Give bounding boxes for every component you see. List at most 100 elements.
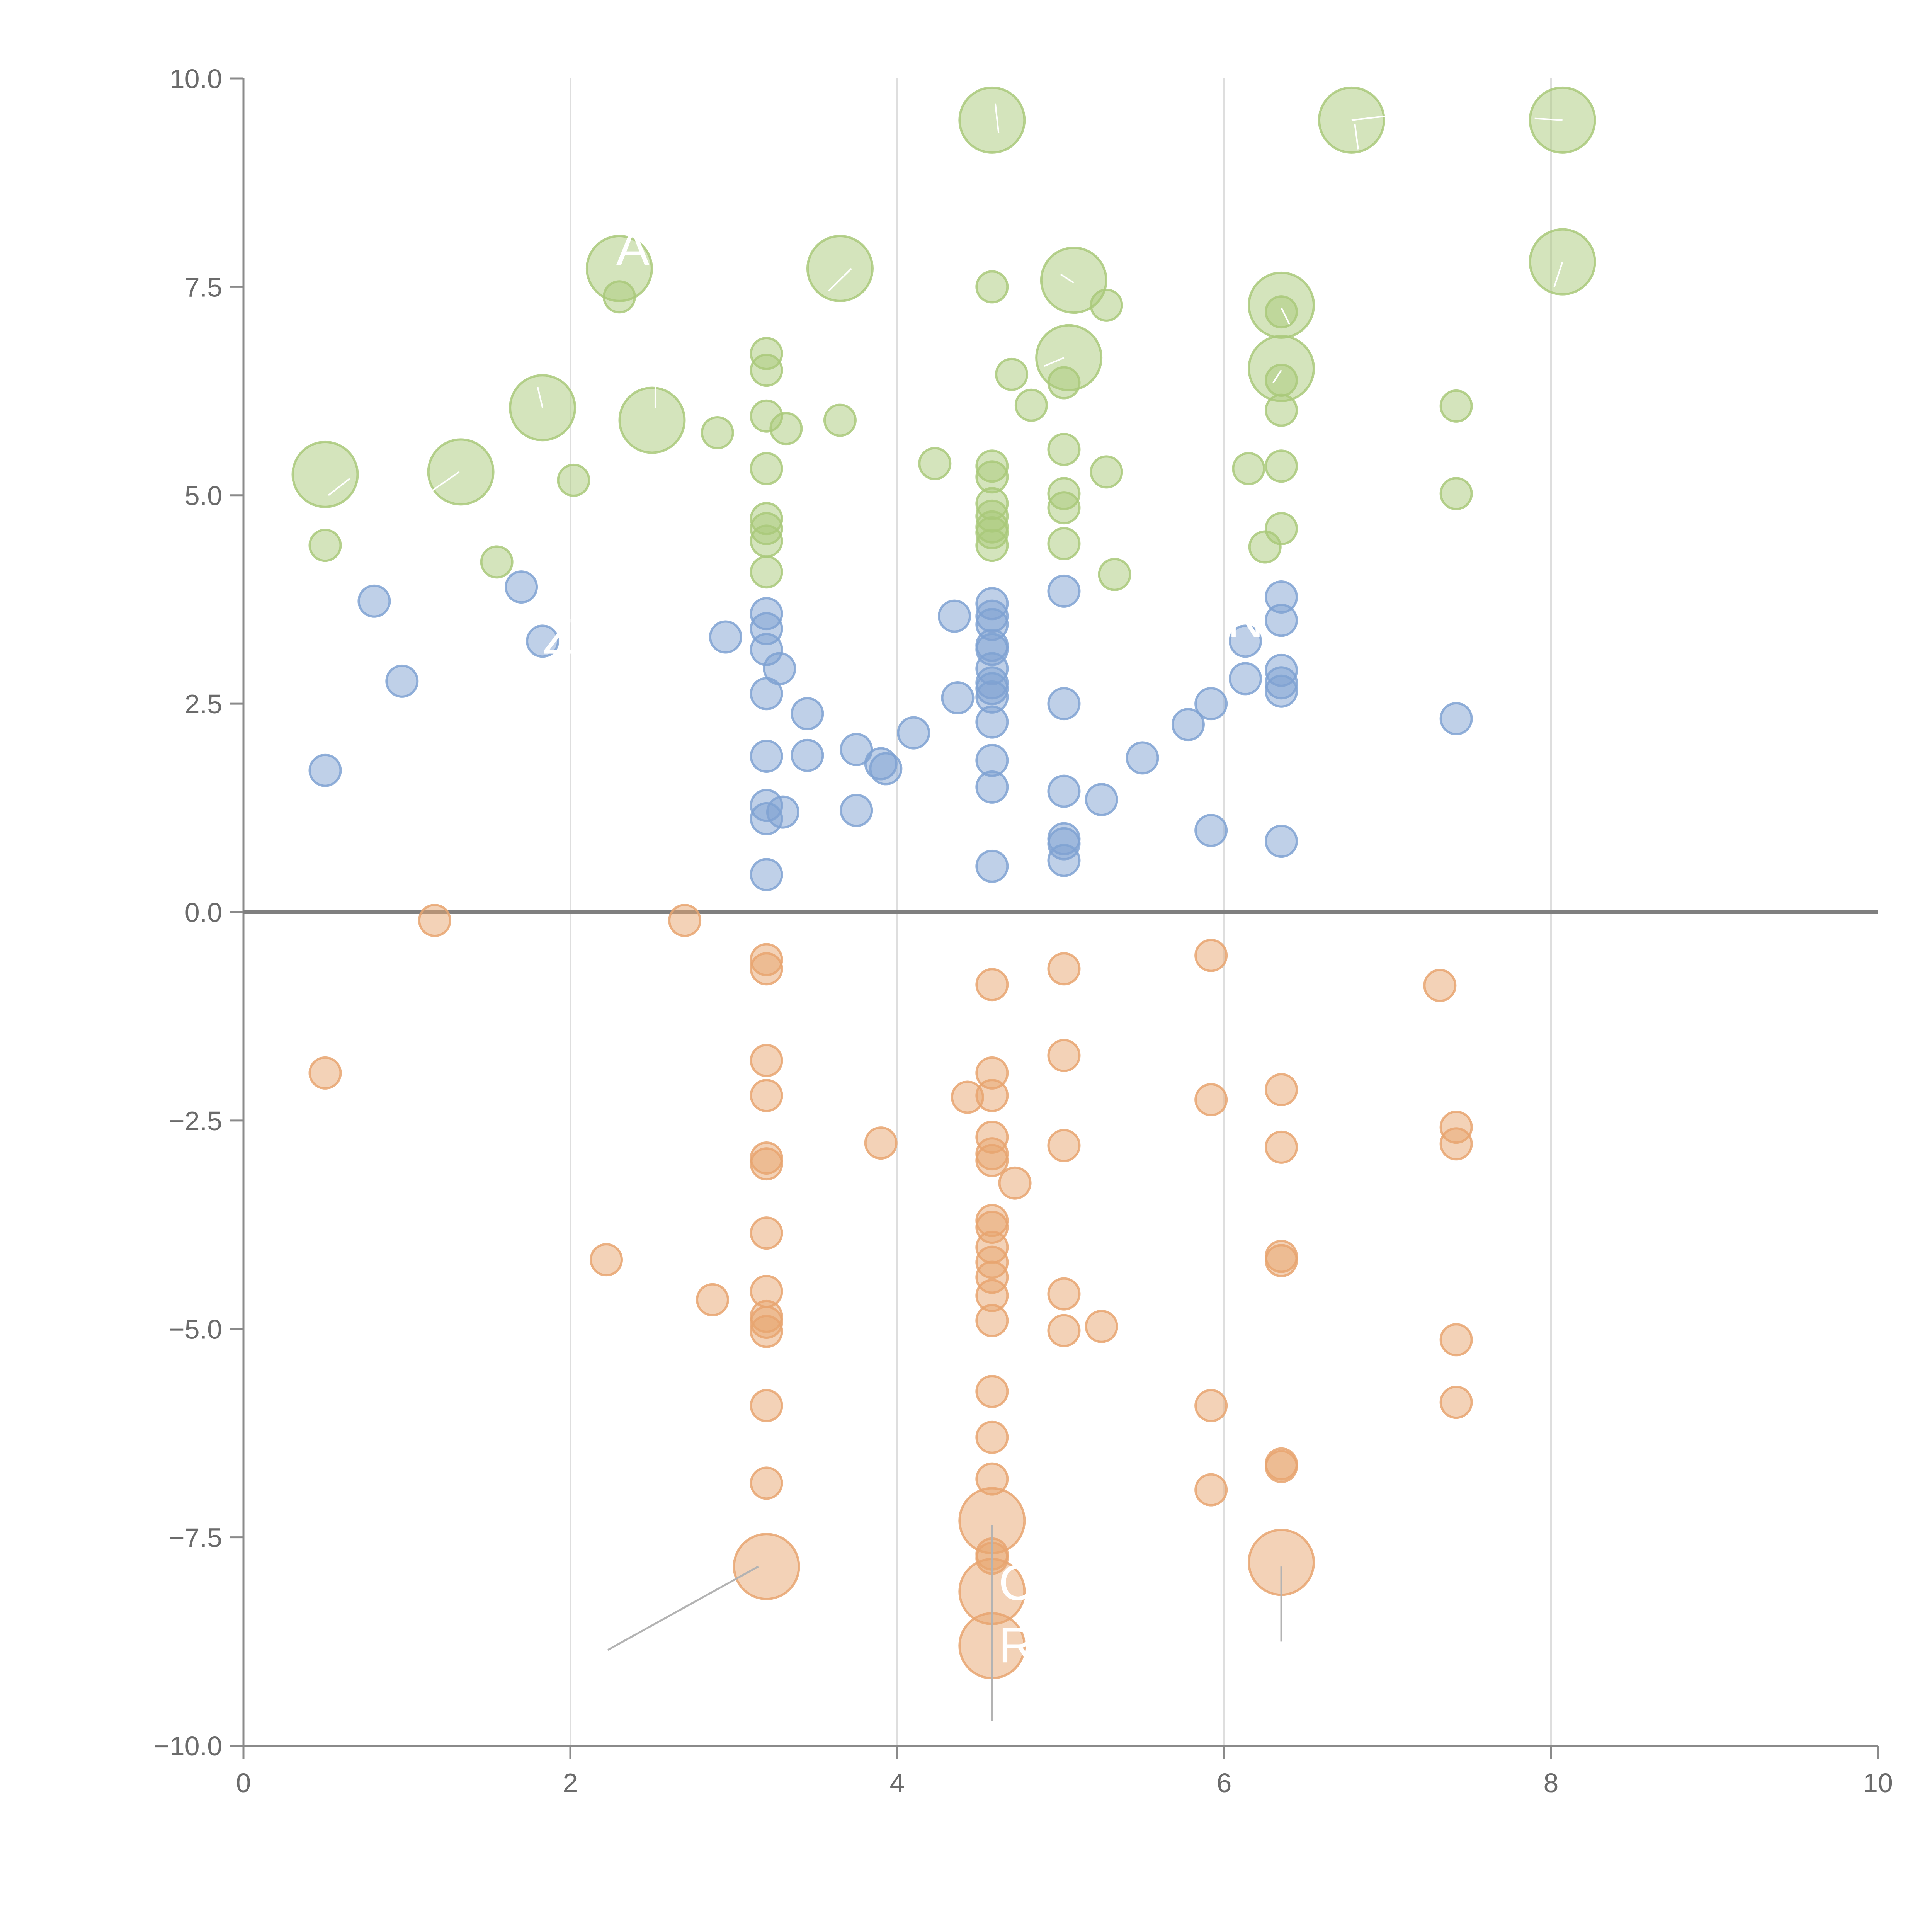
callout-line — [1060, 274, 1074, 284]
data-point — [1439, 477, 1473, 510]
data-point — [864, 1126, 898, 1160]
data-point — [1439, 389, 1473, 423]
callout-line — [994, 103, 1000, 133]
data-point — [1248, 530, 1282, 564]
data-point — [975, 968, 1009, 1002]
data-point — [750, 354, 783, 387]
data-point — [840, 794, 873, 827]
data-point — [1194, 1389, 1228, 1422]
y-tick-label: 10.0 — [170, 64, 222, 94]
data-point — [1126, 741, 1159, 775]
data-point — [427, 438, 495, 506]
data-point — [975, 1420, 1009, 1454]
x-tick-label: 0 — [236, 1768, 251, 1798]
data-point — [1047, 1277, 1081, 1311]
data-point — [1232, 452, 1265, 485]
data-point — [791, 738, 824, 772]
data-point — [618, 386, 686, 454]
x-tick-label: 6 — [1217, 1768, 1232, 1798]
data-point — [1194, 1473, 1228, 1507]
data-point — [1194, 687, 1228, 721]
data-point — [1265, 364, 1298, 397]
data-point — [897, 716, 930, 750]
data-point — [975, 1304, 1009, 1337]
y-tick-label: 0.0 — [185, 898, 222, 928]
y-tick-label: −2.5 — [169, 1106, 222, 1136]
data-point — [1047, 527, 1081, 560]
data-point — [357, 584, 391, 618]
data-point — [1047, 774, 1081, 808]
data-point — [1047, 1314, 1081, 1347]
data-point — [750, 952, 783, 986]
y-tick-label: −5.0 — [169, 1314, 222, 1344]
data-point — [975, 1375, 1009, 1408]
data-point — [750, 452, 783, 485]
data-point — [1047, 366, 1081, 400]
data-point — [557, 463, 590, 497]
annotation-callouts — [328, 103, 1563, 1721]
data-point — [1194, 1083, 1228, 1116]
data-point — [526, 624, 560, 658]
data-point — [750, 1044, 783, 1077]
data-point — [1085, 783, 1118, 816]
data-point — [308, 1056, 342, 1090]
data-point — [733, 1533, 800, 1600]
data-point — [1090, 455, 1123, 489]
data-point — [1090, 288, 1123, 322]
data-point — [1439, 702, 1473, 735]
data-point — [750, 1389, 783, 1422]
y-tick-label: −10.0 — [154, 1731, 222, 1761]
data-point — [1439, 1323, 1473, 1357]
data-point — [750, 1466, 783, 1500]
data-point — [840, 733, 873, 766]
data-point — [590, 1243, 623, 1277]
callout-line — [431, 471, 460, 492]
data-point — [750, 802, 783, 835]
data-point — [385, 664, 419, 698]
data-point — [869, 752, 903, 786]
data-point — [1529, 228, 1596, 296]
data-point — [1423, 969, 1457, 1002]
data-point — [975, 705, 1009, 739]
data-point — [938, 599, 971, 633]
data-point — [1439, 1127, 1473, 1161]
data-point — [1265, 1244, 1298, 1277]
data-point — [750, 1216, 783, 1250]
data-point — [1171, 708, 1205, 742]
data-point — [958, 86, 1026, 154]
data-point — [1047, 844, 1081, 877]
annotation-label: Z — [543, 608, 573, 665]
data-point — [1047, 574, 1081, 608]
x-tick-label: 4 — [890, 1768, 905, 1798]
data-point — [823, 403, 857, 437]
callout-line — [1534, 117, 1563, 121]
annotation-label: AI — [616, 219, 663, 276]
data-point — [1194, 939, 1228, 972]
x-tick-label: 10 — [1863, 1768, 1893, 1798]
annotations: AI Z N CR — [543, 219, 1264, 1673]
data-point — [750, 1147, 783, 1181]
callout-line — [328, 478, 350, 496]
data-point — [750, 524, 783, 558]
data-point — [1085, 1310, 1118, 1343]
data-point — [291, 440, 359, 508]
data-point — [1047, 1129, 1081, 1162]
data-point — [308, 529, 342, 562]
data-point — [1265, 1130, 1298, 1164]
annotation-label: R — [998, 1617, 1035, 1673]
data-point — [806, 235, 874, 302]
data-point — [1265, 1073, 1298, 1107]
data-point — [1047, 1039, 1081, 1072]
data-point — [1047, 952, 1081, 986]
data-point — [1439, 1386, 1473, 1419]
data-point — [769, 412, 803, 446]
data-point — [750, 1079, 783, 1112]
data-point — [1228, 662, 1262, 696]
x-tick-label: 2 — [563, 1768, 578, 1798]
data-point — [505, 570, 538, 604]
data-point — [975, 1144, 1009, 1177]
data-point — [1194, 814, 1228, 847]
data-point — [998, 1166, 1032, 1200]
callout-line — [607, 1565, 759, 1651]
